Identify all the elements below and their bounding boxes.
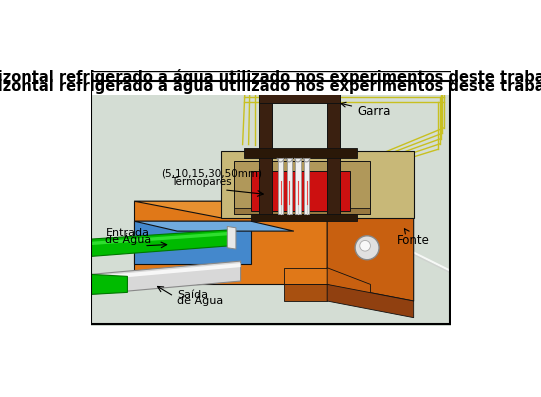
Polygon shape [234, 208, 371, 214]
Text: de Água: de Água [105, 233, 151, 245]
Text: Entrada: Entrada [105, 228, 149, 239]
Polygon shape [91, 232, 230, 245]
Polygon shape [134, 201, 414, 218]
Polygon shape [327, 268, 371, 301]
Polygon shape [221, 151, 414, 218]
Polygon shape [327, 91, 340, 214]
Bar [295, 158, 300, 214]
Text: horizontal refrigerado a água utilizado nos experimentos deste trabalho: horizontal refrigerado a água utilizado … [0, 78, 541, 94]
Polygon shape [234, 161, 371, 214]
Circle shape [355, 236, 379, 260]
Text: Garra: Garra [341, 102, 391, 118]
Text: (5,10,15,30,50mm): (5,10,15,30,50mm) [161, 169, 262, 179]
Bar [287, 158, 292, 214]
Polygon shape [134, 221, 250, 264]
Bar [278, 158, 283, 214]
Polygon shape [259, 91, 340, 103]
Polygon shape [91, 261, 241, 294]
Text: de Água: de Água [177, 294, 223, 306]
Polygon shape [134, 221, 294, 231]
Text: Termopares: Termopares [171, 177, 232, 187]
Polygon shape [91, 230, 230, 256]
Polygon shape [250, 171, 351, 211]
Polygon shape [259, 91, 272, 214]
Polygon shape [91, 274, 128, 294]
Text: Saída: Saída [177, 290, 208, 300]
Bar [91, 71, 451, 83]
Polygon shape [91, 263, 241, 280]
Polygon shape [284, 268, 327, 284]
Text: horizontal refrigerado a água utilizado nos experimentos deste trabalho: horizontal refrigerado a água utilizado … [0, 69, 541, 85]
Circle shape [360, 241, 371, 251]
Polygon shape [284, 284, 327, 301]
Polygon shape [134, 201, 327, 284]
Text: Fonte: Fonte [397, 229, 430, 247]
Bar [304, 158, 309, 214]
Polygon shape [327, 201, 414, 301]
Polygon shape [250, 214, 357, 221]
Polygon shape [227, 226, 236, 249]
Polygon shape [327, 284, 414, 318]
Polygon shape [244, 148, 357, 158]
